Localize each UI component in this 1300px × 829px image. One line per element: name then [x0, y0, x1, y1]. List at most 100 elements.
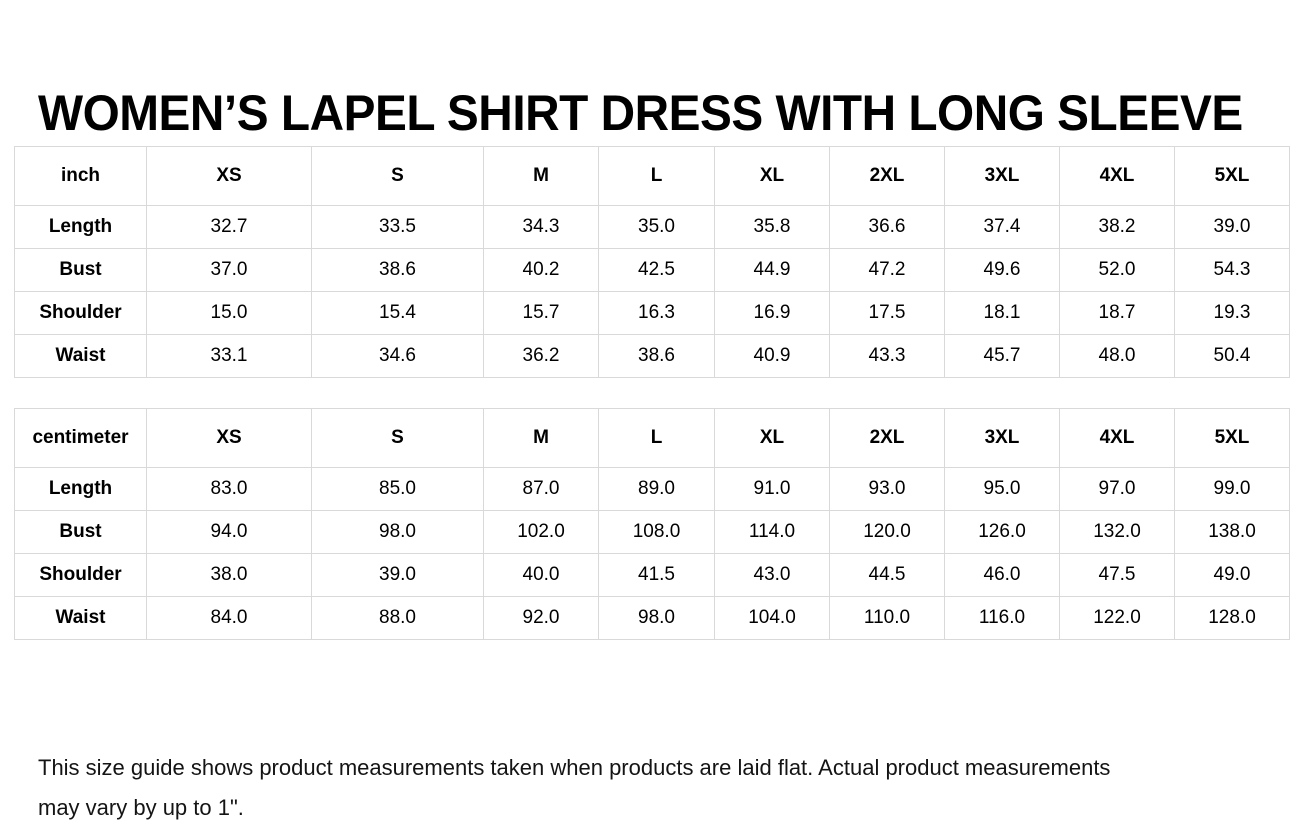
- cell-bust-2xl: 47.2: [829, 248, 945, 292]
- cell-length-xs: 32.7: [146, 205, 312, 249]
- cell-length-s: 85.0: [311, 467, 484, 511]
- cell-waist-m: 92.0: [483, 596, 599, 640]
- column-header-l: L: [598, 408, 715, 468]
- cell-waist-xl: 104.0: [714, 596, 830, 640]
- row-label-waist: Waist: [14, 596, 147, 640]
- cell-shoulder-2xl: 17.5: [829, 291, 945, 335]
- cell-shoulder-l: 16.3: [598, 291, 715, 335]
- row-label-length: Length: [14, 467, 147, 511]
- cell-bust-s: 38.6: [311, 248, 484, 292]
- table-body-inch: Length 32.7 33.5 34.3 35.0 35.8 36.6 37.…: [14, 205, 1290, 378]
- cell-bust-l: 108.0: [598, 510, 715, 554]
- cell-waist-xl: 40.9: [714, 334, 830, 378]
- page-title: WOMEN’S LAPEL SHIRT DRESS WITH LONG SLEE…: [38, 84, 1243, 141]
- table-header-inch: inch XS S M L XL 2XL 3XL 4XL 5XL: [14, 146, 1290, 206]
- unit-label-centimeter: centimeter: [14, 408, 147, 468]
- column-header-xs: XS: [146, 408, 312, 468]
- cell-shoulder-m: 15.7: [483, 291, 599, 335]
- column-header-m: M: [483, 146, 599, 206]
- cell-waist-5xl: 128.0: [1174, 596, 1290, 640]
- header-row: centimeter XS S M L XL 2XL 3XL 4XL 5XL: [14, 408, 1290, 468]
- size-table-centimeter: centimeter XS S M L XL 2XL 3XL 4XL 5XL L…: [14, 408, 1290, 640]
- row-label-length: Length: [14, 205, 147, 249]
- cell-shoulder-xs: 15.0: [146, 291, 312, 335]
- row-label-bust: Bust: [14, 248, 147, 292]
- cell-bust-xl: 44.9: [714, 248, 830, 292]
- table-row: Length 83.0 85.0 87.0 89.0 91.0 93.0 95.…: [14, 467, 1290, 511]
- table-body-centimeter: Length 83.0 85.0 87.0 89.0 91.0 93.0 95.…: [14, 467, 1290, 640]
- cell-waist-4xl: 122.0: [1059, 596, 1175, 640]
- cell-shoulder-3xl: 46.0: [944, 553, 1060, 597]
- unit-label-inch: inch: [14, 146, 147, 206]
- cell-length-m: 34.3: [483, 205, 599, 249]
- column-header-4xl: 4XL: [1059, 408, 1175, 468]
- cell-length-2xl: 93.0: [829, 467, 945, 511]
- cell-waist-2xl: 110.0: [829, 596, 945, 640]
- cell-bust-xs: 94.0: [146, 510, 312, 554]
- column-header-2xl: 2XL: [829, 146, 945, 206]
- cell-bust-s: 98.0: [311, 510, 484, 554]
- column-header-3xl: 3XL: [944, 408, 1060, 468]
- cell-waist-xs: 33.1: [146, 334, 312, 378]
- table-header-centimeter: centimeter XS S M L XL 2XL 3XL 4XL 5XL: [14, 408, 1290, 468]
- header-row: inch XS S M L XL 2XL 3XL 4XL 5XL: [14, 146, 1290, 206]
- cell-length-4xl: 97.0: [1059, 467, 1175, 511]
- cell-length-m: 87.0: [483, 467, 599, 511]
- column-header-xl: XL: [714, 146, 830, 206]
- cell-shoulder-l: 41.5: [598, 553, 715, 597]
- cell-bust-m: 102.0: [483, 510, 599, 554]
- cell-waist-l: 38.6: [598, 334, 715, 378]
- cell-length-2xl: 36.6: [829, 205, 945, 249]
- cell-length-5xl: 39.0: [1174, 205, 1290, 249]
- table-row: Length 32.7 33.5 34.3 35.0 35.8 36.6 37.…: [14, 205, 1290, 249]
- cell-shoulder-2xl: 44.5: [829, 553, 945, 597]
- cell-waist-xs: 84.0: [146, 596, 312, 640]
- cell-shoulder-xl: 43.0: [714, 553, 830, 597]
- cell-shoulder-5xl: 19.3: [1174, 291, 1290, 335]
- table-row: Waist 33.1 34.6 36.2 38.6 40.9 43.3 45.7…: [14, 334, 1290, 378]
- column-header-2xl: 2XL: [829, 408, 945, 468]
- cell-bust-xl: 114.0: [714, 510, 830, 554]
- row-label-shoulder: Shoulder: [14, 291, 147, 335]
- row-label-waist: Waist: [14, 334, 147, 378]
- cell-waist-s: 34.6: [311, 334, 484, 378]
- cell-bust-3xl: 126.0: [944, 510, 1060, 554]
- cell-length-5xl: 99.0: [1174, 467, 1290, 511]
- column-header-s: S: [311, 408, 484, 468]
- cell-shoulder-s: 15.4: [311, 291, 484, 335]
- cell-bust-m: 40.2: [483, 248, 599, 292]
- cell-waist-3xl: 45.7: [944, 334, 1060, 378]
- column-header-4xl: 4XL: [1059, 146, 1175, 206]
- cell-bust-4xl: 132.0: [1059, 510, 1175, 554]
- cell-waist-2xl: 43.3: [829, 334, 945, 378]
- cell-bust-5xl: 138.0: [1174, 510, 1290, 554]
- cell-shoulder-5xl: 49.0: [1174, 553, 1290, 597]
- cell-shoulder-s: 39.0: [311, 553, 484, 597]
- column-header-3xl: 3XL: [944, 146, 1060, 206]
- table-row: Shoulder 38.0 39.0 40.0 41.5 43.0 44.5 4…: [14, 553, 1290, 597]
- cell-waist-s: 88.0: [311, 596, 484, 640]
- cell-shoulder-xs: 38.0: [146, 553, 312, 597]
- cell-shoulder-xl: 16.9: [714, 291, 830, 335]
- cell-waist-3xl: 116.0: [944, 596, 1060, 640]
- cell-waist-l: 98.0: [598, 596, 715, 640]
- column-header-l: L: [598, 146, 715, 206]
- cell-length-s: 33.5: [311, 205, 484, 249]
- cell-bust-l: 42.5: [598, 248, 715, 292]
- cell-bust-5xl: 54.3: [1174, 248, 1290, 292]
- cell-length-xs: 83.0: [146, 467, 312, 511]
- column-header-s: S: [311, 146, 484, 206]
- column-header-5xl: 5XL: [1174, 408, 1290, 468]
- size-guide-disclaimer: This size guide shows product measuremen…: [38, 755, 1111, 820]
- cell-waist-m: 36.2: [483, 334, 599, 378]
- table-row: Waist 84.0 88.0 92.0 98.0 104.0 110.0 11…: [14, 596, 1290, 640]
- cell-length-3xl: 37.4: [944, 205, 1060, 249]
- cell-bust-4xl: 52.0: [1059, 248, 1175, 292]
- cell-shoulder-m: 40.0: [483, 553, 599, 597]
- row-label-bust: Bust: [14, 510, 147, 554]
- cell-length-4xl: 38.2: [1059, 205, 1175, 249]
- cell-shoulder-4xl: 18.7: [1059, 291, 1175, 335]
- column-header-m: M: [483, 408, 599, 468]
- cell-waist-4xl: 48.0: [1059, 334, 1175, 378]
